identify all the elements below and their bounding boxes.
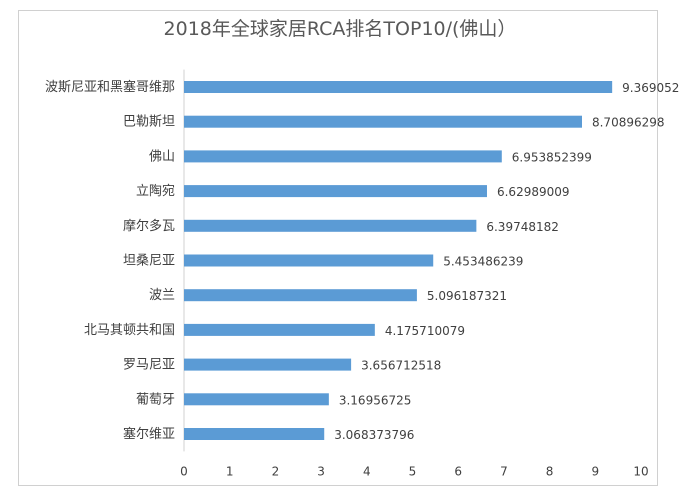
- category-label: 塞尔维亚: [123, 426, 175, 442]
- x-tick-label: 1: [226, 464, 234, 478]
- bar: [184, 219, 477, 232]
- bar: [184, 393, 329, 406]
- category-label: 波兰: [149, 288, 175, 303]
- x-tick-label: 10: [633, 464, 648, 478]
- bar: [184, 323, 375, 336]
- bar: [184, 185, 487, 198]
- bar: [184, 358, 352, 371]
- data-label: 8.70896298: [592, 116, 665, 130]
- bar: [184, 150, 502, 163]
- category-label: 罗马尼亚: [123, 358, 175, 373]
- data-label: 3.16956725: [339, 393, 412, 407]
- x-tick-label: 5: [409, 464, 417, 478]
- x-tick-label: 6: [454, 464, 462, 478]
- category-label: 巴勒斯坦: [123, 115, 175, 130]
- bar: [184, 289, 417, 302]
- bar: [184, 115, 582, 128]
- category-label: 佛山: [149, 149, 175, 164]
- x-tick-label: 9: [591, 464, 599, 478]
- data-label: 5.096187321: [427, 289, 507, 303]
- data-label: 3.068373796: [334, 428, 414, 442]
- data-label: 9.369052779: [622, 81, 680, 95]
- data-label: 6.62989009: [497, 185, 570, 199]
- category-label: 波斯尼亚和黑塞哥维那: [45, 79, 175, 95]
- category-label: 坦桑尼亚: [123, 254, 175, 269]
- x-tick-label: 2: [272, 464, 280, 478]
- data-label: 3.656712518: [361, 359, 441, 373]
- x-tick-label: 3: [317, 464, 325, 478]
- bar: [184, 254, 434, 267]
- data-label: 6.39748182: [486, 220, 559, 234]
- chart-title: 2018年全球家居RCA排名TOP10/(佛山）: [163, 18, 517, 40]
- category-label: 葡萄牙: [136, 392, 175, 407]
- data-label: 6.953852399: [512, 150, 592, 164]
- data-label: 4.175710079: [385, 324, 465, 338]
- category-label: 摩尔多瓦: [123, 218, 175, 234]
- x-tick-label: 4: [363, 464, 371, 478]
- x-tick-label: 8: [546, 464, 554, 478]
- x-tick-label: 7: [500, 464, 508, 478]
- category-label: 立陶宛: [136, 183, 175, 199]
- category-label: 北马其顿共和国: [84, 323, 175, 338]
- data-label: 5.453486239: [443, 255, 523, 269]
- bar: [184, 81, 613, 93]
- bar: [184, 428, 325, 440]
- x-tick-label: 0: [180, 464, 188, 478]
